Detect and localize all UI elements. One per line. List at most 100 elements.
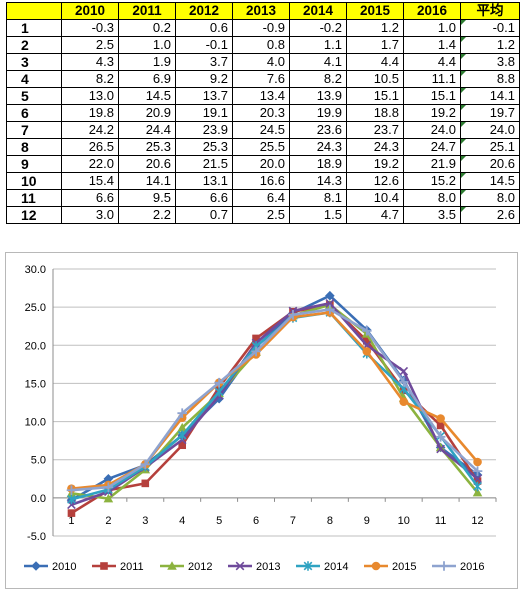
temperature-cell: 21.5 [175, 155, 233, 173]
temperature-cell: 4.4 [403, 53, 461, 71]
temperature-cell: 1.0 [118, 36, 176, 54]
data-point [66, 485, 77, 496]
temperature-cell: 24.5 [232, 121, 290, 139]
legend-marker [167, 561, 177, 570]
temperature-cell: 0.6 [175, 19, 233, 37]
temperature-cell: 8.0 [403, 189, 461, 207]
y-tick-label: 25.0 [25, 302, 46, 314]
data-point [473, 481, 482, 492]
temperature-cell: 3.7 [175, 53, 233, 71]
table-row: 6 19.8 20.9 19.1 20.3 19.9 18.8 19.2 19.7 [6, 104, 520, 122]
table-header-year: 2011 [118, 2, 176, 20]
temperature-cell: 1.4 [403, 36, 461, 54]
x-tick-label: 10 [398, 515, 410, 527]
temperature-cell: 25.5 [232, 138, 290, 156]
temperature-cell: 8.1 [289, 189, 347, 207]
data-point [288, 309, 298, 320]
temperature-cell: 1.0 [403, 19, 461, 37]
data-point [325, 304, 335, 315]
temperature-cell: 21.9 [403, 155, 461, 173]
temperature-cell: 1.2 [346, 19, 404, 37]
temperature-cell: 6.6 [175, 189, 233, 207]
temperature-cell: -0.9 [232, 19, 290, 37]
y-tick-label: 30.0 [25, 264, 46, 276]
legend-item: 2016 [432, 561, 484, 573]
temperature-cell: 4.3 [61, 53, 119, 71]
temperature-cell: 19.2 [346, 155, 404, 173]
temperature-cell: 4.0 [232, 53, 290, 71]
temperature-cell: 20.0 [232, 155, 290, 173]
x-tick-label: 12 [471, 515, 483, 527]
temperature-cell: 14.5 [118, 87, 176, 105]
table-header-year: 2010 [61, 2, 119, 20]
data-point [473, 457, 482, 467]
table-row: 2 2.5 1.0 -0.1 0.8 1.1 1.7 1.4 1.2 [6, 36, 520, 54]
table-row: 3 4.3 1.9 3.7 4.0 4.1 4.4 4.4 3.8 [6, 53, 520, 71]
data-point [140, 459, 151, 470]
temperature-cell: 1.7 [346, 36, 404, 54]
temperature-cell: 8.2 [289, 70, 347, 88]
temperature-cell: 15.1 [403, 87, 461, 105]
temperature-cell: 26.5 [61, 138, 119, 156]
legend-marker [235, 561, 245, 571]
data-point [67, 494, 76, 505]
average-cell: 20.6 [460, 155, 520, 173]
temperature-cell: 15.1 [346, 87, 404, 105]
temperature-cell: 2.5 [232, 206, 290, 224]
table-header-year: 2015 [346, 2, 404, 20]
temperature-cell: 13.4 [232, 87, 290, 105]
data-point [214, 387, 224, 397]
legend-item: 2013 [228, 561, 280, 573]
temperature-cell: 23.6 [289, 121, 347, 139]
data-point [177, 408, 188, 418]
average-cell: 24.0 [460, 121, 520, 139]
month-label: 4 [6, 70, 62, 88]
data-point [399, 366, 409, 376]
temperature-cell: 3.0 [61, 206, 119, 224]
table-header-year: 2013 [232, 2, 290, 20]
x-tick-label: 1 [68, 515, 74, 527]
y-tick-label: 10.0 [25, 417, 46, 429]
temperature-cell: -0.1 [175, 36, 233, 54]
legend-label: 2014 [324, 561, 348, 573]
temperature-cell: 22.0 [61, 155, 119, 173]
temperature-cell: 15.2 [403, 172, 461, 190]
temperature-cell: 20.6 [118, 155, 176, 173]
legend-marker [371, 561, 381, 571]
temperature-cell: 24.4 [118, 121, 176, 139]
temperature-cell: 11.1 [403, 70, 461, 88]
table-row: 12 3.0 2.2 0.7 2.5 1.5 4.7 3.5 2.6 [6, 206, 520, 224]
table-row: 10 15.4 14.1 13.1 16.6 14.3 12.6 15.2 14.5 [6, 172, 520, 190]
average-cell: 8.8 [460, 70, 520, 88]
temperature-cell: 0.8 [232, 36, 290, 54]
series-2015 [67, 308, 482, 494]
average-cell: 2.6 [460, 206, 520, 224]
table-row: 4 8.2 6.9 9.2 7.6 8.2 10.5 11.1 8.8 [6, 70, 520, 88]
data-point [141, 479, 150, 488]
data-point [251, 346, 261, 357]
x-tick-label: 4 [179, 515, 185, 527]
data-point [435, 432, 446, 442]
temperature-cell: 24.3 [289, 138, 347, 156]
temperature-cell: 23.7 [346, 121, 404, 139]
series-line [71, 308, 479, 492]
month-label: 8 [6, 138, 62, 156]
data-point [362, 336, 371, 345]
table-row: 1 -0.3 0.2 0.6 -0.9 -0.2 1.2 1.0 -0.1 [6, 19, 520, 37]
month-label: 3 [6, 53, 62, 71]
legend-label: 2012 [188, 561, 212, 573]
legend-item: 2015 [364, 561, 416, 573]
temperature-cell: 9.2 [175, 70, 233, 88]
temperature-cell: 1.9 [118, 53, 176, 71]
temperature-cell: 4.4 [346, 53, 404, 71]
temperature-cell: 25.3 [175, 138, 233, 156]
x-tick-label: 9 [364, 515, 370, 527]
month-label: 7 [6, 121, 62, 139]
legend-marker [31, 561, 41, 571]
average-cell: 19.7 [460, 104, 520, 122]
temperature-cell: 3.5 [403, 206, 461, 224]
x-tick-label: 7 [290, 515, 296, 527]
temperature-cell: 13.0 [61, 87, 119, 105]
data-point [472, 466, 483, 476]
data-point [472, 487, 483, 497]
